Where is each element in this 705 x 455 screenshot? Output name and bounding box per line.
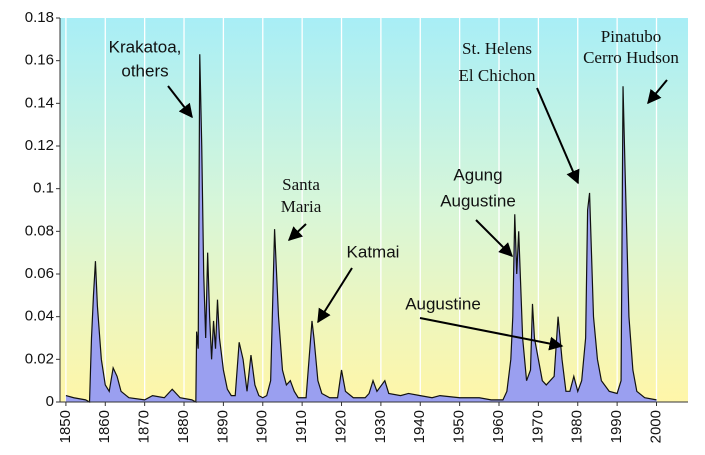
- annotation: Agung: [453, 165, 502, 184]
- y-tick-label: 0: [46, 393, 54, 410]
- x-tick-label: 1850: [57, 410, 74, 443]
- annotation: El Chichon: [459, 66, 536, 85]
- y-tick-label: 0.04: [25, 308, 54, 325]
- x-tick-label: 1990: [608, 410, 625, 443]
- x-tick-label: 1910: [293, 410, 310, 443]
- annotation: Pinatubo: [601, 27, 661, 46]
- x-tick-label: 1940: [411, 410, 428, 443]
- x-tick-label: 1870: [136, 410, 153, 443]
- x-tick-label: 1950: [451, 410, 468, 443]
- y-tick-label: 0.08: [25, 222, 54, 239]
- x-tick-label: 1900: [254, 410, 271, 443]
- annotation: Katmai: [347, 242, 400, 261]
- annotation: Augustine: [440, 191, 516, 210]
- annotation: Krakatoa,: [109, 37, 182, 56]
- x-tick-label: 1920: [332, 410, 349, 443]
- plot-background: [60, 18, 688, 402]
- x-tick-label: 2000: [647, 410, 664, 443]
- arrow: [167, 85, 193, 119]
- y-tick-label: 0.1: [33, 180, 54, 197]
- y-tick-label: 0.16: [25, 52, 54, 69]
- y-tick-label: 0.12: [25, 137, 54, 154]
- arrow: [419, 317, 564, 351]
- x-tick-label: 1860: [96, 410, 113, 443]
- arrow: [317, 267, 353, 324]
- x-tick-label: 1970: [529, 410, 546, 443]
- y-tick-label: 0.18: [25, 9, 54, 26]
- area-outline: [65, 54, 657, 404]
- x-tick-label: 1880: [175, 410, 192, 443]
- arrow: [647, 79, 668, 105]
- y-tick-label: 0.02: [25, 350, 54, 367]
- y-tick-label: 0.14: [25, 94, 54, 111]
- x-tick-label: 1890: [214, 410, 231, 443]
- arrow: [536, 87, 580, 185]
- annotation: Augustine: [405, 294, 481, 313]
- x-tick-label: 1960: [490, 410, 507, 443]
- x-tick-label: 1980: [569, 410, 586, 443]
- annotation: Cerro Hudson: [583, 48, 679, 67]
- arrow: [287, 223, 307, 241]
- arrow: [475, 219, 513, 257]
- x-tick-label: 1930: [372, 410, 389, 443]
- annotation: St. Helens: [462, 39, 532, 58]
- annotation: others: [121, 61, 168, 80]
- annotation: Santa: [282, 175, 320, 194]
- area: [65, 54, 657, 403]
- annotation: Maria: [281, 197, 322, 216]
- y-tick-label: 0.06: [25, 265, 54, 282]
